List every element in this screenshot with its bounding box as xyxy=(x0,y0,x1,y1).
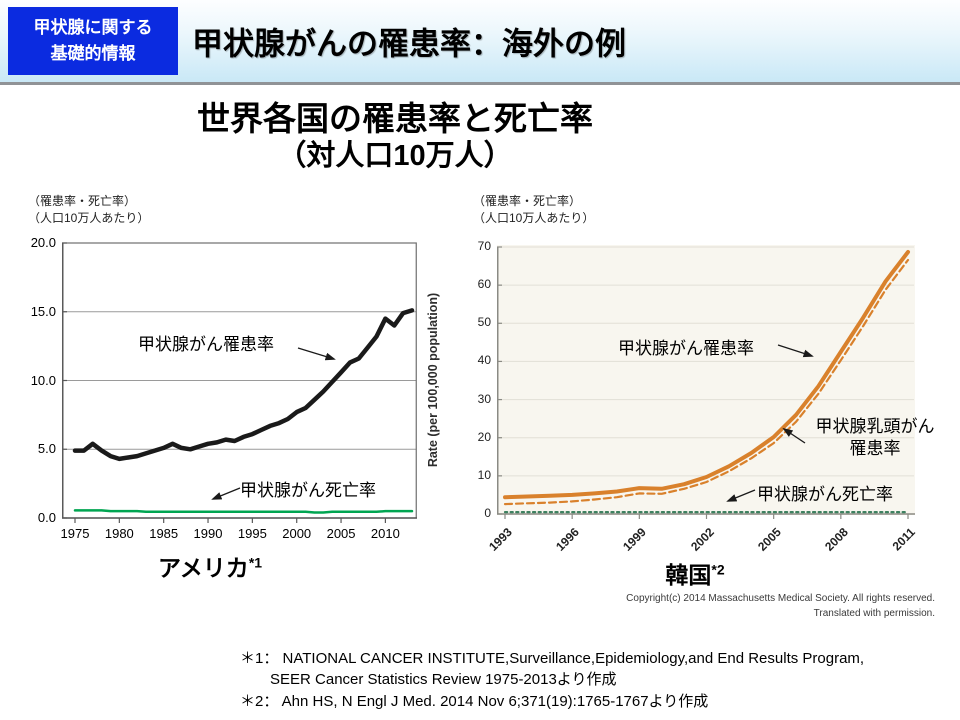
kr-line-chart xyxy=(497,245,915,519)
tick-label: 2011 xyxy=(889,525,918,554)
main-title-block: 世界各国の罹患率と死亡率 （対人口10万人） xyxy=(0,98,790,174)
us-axis-note-line2: （人口10万人あたり） xyxy=(28,211,150,226)
footnotes: ＊1： NATIONAL CANCER INSTITUTE,Surveillan… xyxy=(240,648,864,712)
tick-label: 2005 xyxy=(326,526,356,541)
tick-label: 1990 xyxy=(193,526,223,541)
kr-papillary-label-line1: 甲状腺乳頭がん xyxy=(815,417,935,436)
kr-country-label: 韓国*2 xyxy=(620,556,770,590)
kr-mortality-label: 甲状腺がん死亡率 xyxy=(757,485,893,504)
tick-label: 20.0 xyxy=(30,235,56,250)
us-country-label: アメリカ*1 xyxy=(120,549,300,583)
tick-label: 1985 xyxy=(149,526,179,541)
kr-papillary-arrow xyxy=(782,427,806,444)
us-line-chart xyxy=(62,242,417,523)
tick-label: 15.0 xyxy=(30,303,56,319)
tick-label: 20 xyxy=(477,429,491,444)
tick-label: 70 xyxy=(477,239,491,253)
page-title: 甲状腺がんの罹患率：海外の例 xyxy=(192,26,626,62)
tick-label: 1993 xyxy=(486,525,515,554)
us-mortality-label: 甲状腺がん死亡率 xyxy=(240,481,376,500)
badge-line2: 基礎的情報 xyxy=(50,44,136,63)
kr-axis-note: （罹患率・死亡率） （人口10万人あたり） xyxy=(473,193,594,228)
tick-label: 0 xyxy=(484,506,491,520)
kr-axis-note-line2: （人口10万人あたり） xyxy=(473,211,595,226)
kr-mortality-arrow xyxy=(726,489,756,502)
kr-country-name: 韓国 xyxy=(665,562,712,588)
kr-country-footnote-mark: *2 xyxy=(711,561,725,578)
footnote-1-line1: ＊1： NATIONAL CANCER INSTITUTE,Surveillan… xyxy=(240,650,865,667)
footnote-2: ＊2： Ahn HS, N Engl J Med. 2014 Nov 6;371… xyxy=(240,692,709,710)
us-axis-note: （罹患率・死亡率） （人口10万人あたり） xyxy=(28,193,149,228)
tick-label: 0.0 xyxy=(37,510,56,525)
tick-label: 2008 xyxy=(821,525,851,554)
kr-incidence-arrow xyxy=(777,344,814,358)
us-incidence-arrow xyxy=(297,347,336,361)
tick-label: 1975 xyxy=(60,526,90,541)
tick-label: 1996 xyxy=(553,525,583,554)
kr-incidence-label: 甲状腺がん罹患率 xyxy=(618,339,754,358)
copyright-notice: Copyright(c) 2014 Massachusetts Medical … xyxy=(626,592,935,621)
tick-label: 10 xyxy=(477,467,491,482)
tick-label: 60 xyxy=(477,277,491,292)
us-mortality-arrow xyxy=(211,487,241,500)
kr-y-axis-title: Rate (per 100,000 population) xyxy=(426,292,440,468)
kr-axis-note-line1: （罹患率・死亡率） xyxy=(473,194,582,208)
tick-label: 50 xyxy=(477,315,491,330)
tick-label: 2000 xyxy=(282,526,312,541)
tick-label: 1980 xyxy=(104,526,134,541)
kr-papillary-label-line2: 罹患率 xyxy=(849,439,901,459)
copyright-line2: Translated with permission. xyxy=(813,607,935,619)
main-title: 世界各国の罹患率と死亡率 xyxy=(197,100,593,137)
kr-papillary-label: 甲状腺乳頭がん 罹患率 xyxy=(800,416,950,460)
us-country-footnote-mark: *1 xyxy=(248,554,263,571)
tick-label: 40 xyxy=(477,353,491,368)
tick-label: 30 xyxy=(477,391,491,406)
copyright-line1: Copyright(c) 2014 Massachusetts Medical … xyxy=(626,593,935,604)
us-axis-note-line1: （罹患率・死亡率） xyxy=(28,194,137,208)
category-badge: 甲状腺に関する 基礎的情報 xyxy=(8,7,178,75)
tick-label: 10.0 xyxy=(30,372,56,388)
tick-label: 1995 xyxy=(237,526,267,541)
tick-label: 5.0 xyxy=(37,441,56,457)
badge-line1: 甲状腺に関する xyxy=(33,17,153,37)
header-banner: 甲状腺に関する 基礎的情報 甲状腺がんの罹患率：海外の例 xyxy=(0,0,960,85)
footnote-1-line2: SEER Cancer Statistics Review 1975-2013よ… xyxy=(270,671,617,689)
us-country-name: アメリカ xyxy=(157,555,249,581)
tick-label: 2010 xyxy=(370,526,400,541)
us-incidence-label: 甲状腺がん罹患率 xyxy=(138,335,274,354)
main-subtitle: （対人口10万人） xyxy=(277,140,513,173)
